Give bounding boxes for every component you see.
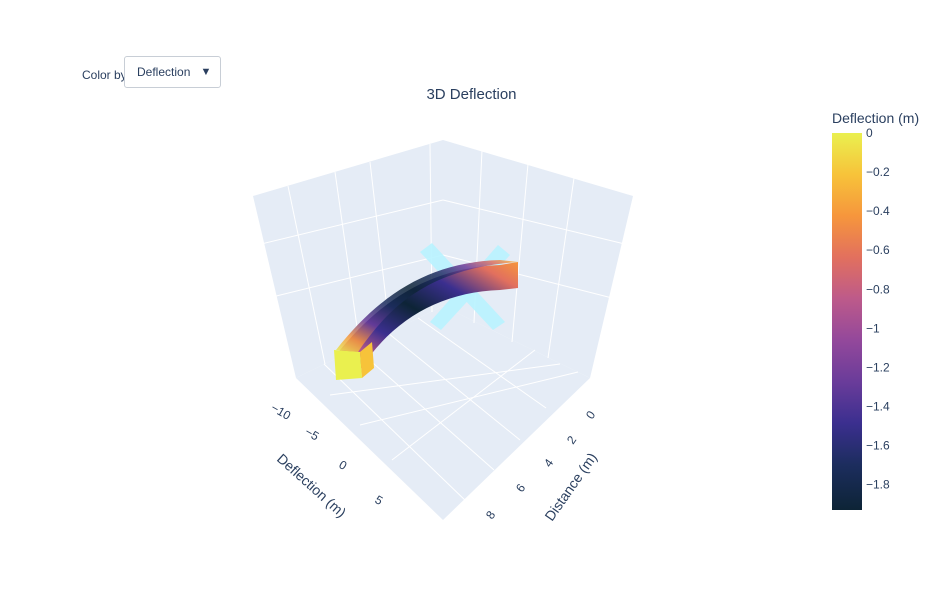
y-axis-title: Deflection (m) bbox=[274, 450, 349, 520]
chart-title: 3D Deflection bbox=[426, 86, 517, 103]
colorbar-tick-label: −1.8 bbox=[866, 478, 890, 492]
colorbar-tick-label: −1.2 bbox=[866, 360, 890, 374]
colorbar-tick-label: −1.6 bbox=[866, 439, 890, 453]
colorbar-tick-label: −0.2 bbox=[866, 165, 890, 179]
colorbar-tick-label: −1.4 bbox=[866, 399, 890, 413]
color-by-dropdown[interactable]: Deflection ▼ bbox=[124, 56, 221, 88]
y-tick-label: 5 bbox=[373, 492, 386, 508]
x-tick-label: 0 bbox=[583, 408, 598, 422]
color-by-label: Color by bbox=[82, 68, 127, 82]
grid-lines bbox=[252, 143, 634, 505]
y-tick-label: −10 bbox=[269, 400, 294, 422]
colorbar-tick-label: −0.8 bbox=[866, 282, 890, 296]
triangle-down-icon: ▼ bbox=[200, 66, 212, 78]
colorbar bbox=[832, 133, 862, 510]
colorbar-title: Deflection (m) bbox=[832, 110, 920, 126]
x-tick-label: 2 bbox=[564, 433, 579, 447]
y-tick-label: 0 bbox=[337, 457, 350, 473]
colorbar-tick-label: −0.6 bbox=[866, 243, 890, 257]
colorbar-tick-label: 0 bbox=[866, 126, 873, 140]
colorbar-tick-label: −0.4 bbox=[866, 204, 890, 218]
beam-surface bbox=[334, 260, 518, 380]
x-tick-label: 6 bbox=[513, 481, 528, 495]
x-tick-label: 4 bbox=[541, 456, 556, 470]
y-tick-label: −5 bbox=[303, 424, 322, 443]
colorbar-tick-label: −1 bbox=[866, 321, 880, 335]
color-by-selected-value: Deflection bbox=[137, 65, 191, 79]
x-tick-label: 8 bbox=[483, 508, 498, 522]
colorbar-ticks: 0 −0.2 −0.4 −0.6 −0.8 −1 −1.2 −1.4 −1.6 −1.8 bbox=[866, 126, 890, 492]
